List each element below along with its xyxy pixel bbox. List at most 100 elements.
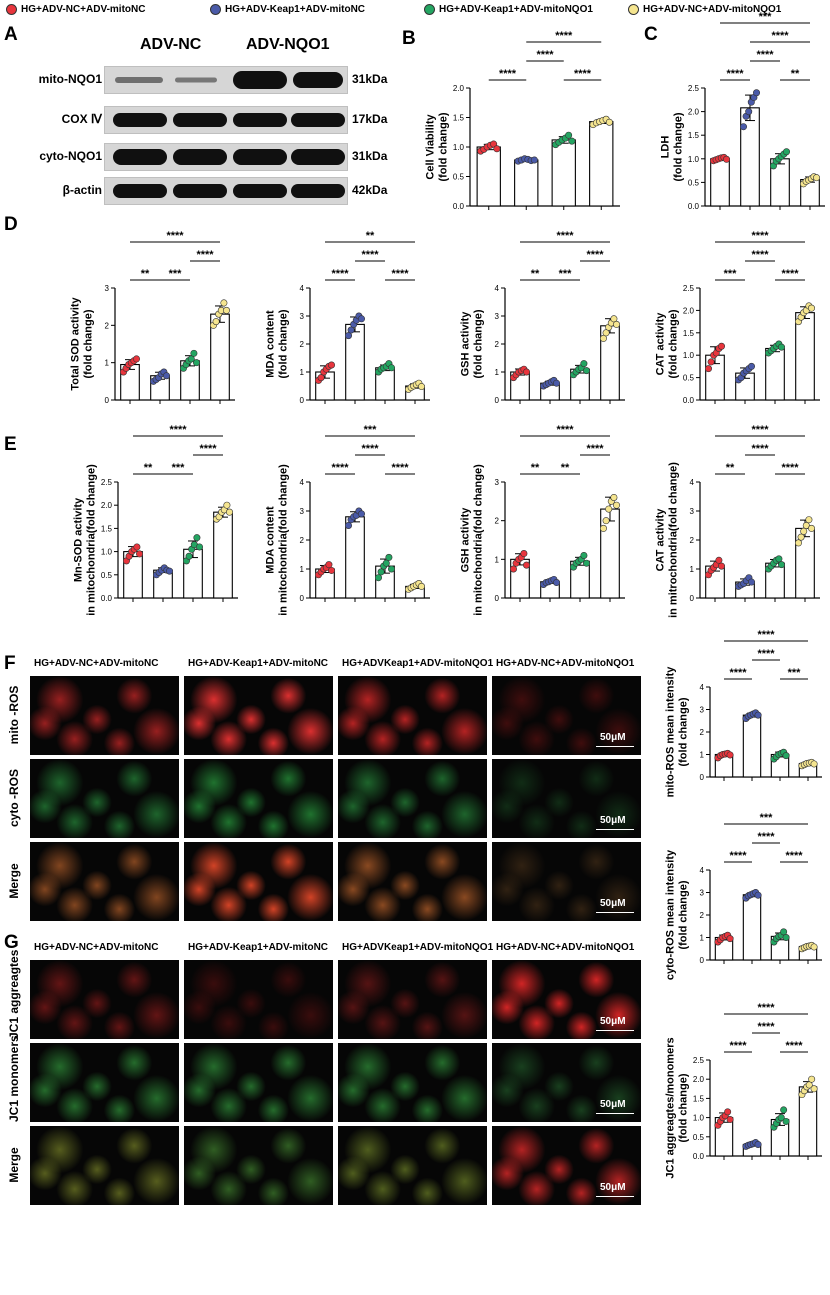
y-tick-label: 4 [700, 866, 705, 875]
group-legend: HG+ADV-NC+ADV-mitoNC HG+ADV-Keap1+ADV-mi… [0, 4, 830, 24]
blot-header-adv-nqo1: ADV-NQO1 [246, 36, 330, 53]
data-point [613, 501, 621, 509]
data-point [358, 315, 366, 323]
data-point [782, 934, 790, 942]
y-axis-label-line: GSH activity [460, 507, 472, 573]
y-axis-label-line: (fold change) [473, 309, 485, 378]
data-point [754, 891, 762, 899]
data-point [190, 349, 198, 357]
blot-kda-label: 42kDa [352, 183, 388, 197]
legend-item-1: HG+ADV-NC+ADV-mitoNC [6, 4, 145, 15]
y-tick-label: 0.5 [683, 374, 695, 383]
y-tick-label: 3 [300, 507, 305, 516]
micro-column-label: HG+ADV-Keap1+ADV-mitoNC [188, 658, 329, 669]
data-point [599, 334, 607, 342]
data-point [377, 568, 385, 576]
data-point [775, 555, 783, 563]
significance-label: **** [536, 49, 554, 61]
micro-image-tile [30, 1126, 179, 1205]
y-tick-label: 1.5 [688, 131, 700, 140]
data-point [810, 1085, 818, 1093]
data-point [523, 561, 531, 569]
data-point [610, 493, 618, 501]
data-point [802, 522, 810, 530]
data-point [388, 565, 396, 573]
scale-bar [596, 1113, 634, 1114]
data-point [778, 343, 786, 351]
significance-label: **** [771, 30, 789, 42]
y-axis-label-line: in mitrochondria(fold change) [668, 462, 680, 618]
significance-label: **** [361, 443, 379, 455]
blot-band [173, 149, 227, 165]
data-point [726, 935, 734, 943]
y-tick-label: 1.0 [693, 1114, 705, 1123]
chart-f2: 0 1 2 3 4 cyto-ROS mean intensity (fold change… [665, 812, 822, 980]
y-tick-label: 2 [700, 728, 705, 737]
data-point [193, 359, 201, 367]
y-tick-label: 0 [690, 594, 695, 603]
data-point [530, 156, 538, 164]
data-point [583, 559, 591, 567]
data-point [347, 326, 355, 334]
data-point [723, 155, 731, 163]
y-tick-label: 1.5 [101, 524, 113, 533]
scale-bar-label: 50μM [600, 815, 626, 826]
y-axis-label-line: Cell Viability [425, 114, 437, 180]
data-point [605, 118, 613, 126]
micro-column-label: HG+ADVKeap1+ADV-mitoNQO1 [342, 942, 494, 953]
significance-label: **** [556, 230, 574, 242]
y-axis-label: GSH activity in mitochondria(fold change) [460, 464, 485, 616]
data-point [748, 578, 756, 586]
data-point [777, 1114, 785, 1122]
blot-band [113, 184, 167, 198]
significance-label: ** [531, 268, 540, 280]
y-tick-label: 0.0 [683, 396, 695, 405]
blot-row-label: COX Ⅳ [61, 112, 102, 126]
micro-row-label: Merge [7, 1147, 21, 1183]
blot-row-label: cyto-NQO1 [39, 149, 102, 163]
y-tick-label: 2 [495, 340, 500, 349]
legend-label-1: HG+ADV-NC+ADV-mitoNC [21, 4, 146, 15]
y-tick-label: 2.0 [693, 1075, 705, 1084]
legend-dot-blue-icon [210, 4, 221, 15]
data-point [780, 1106, 788, 1114]
y-tick-label: 2 [105, 321, 110, 330]
significance-label: ** [144, 462, 153, 474]
data-point [328, 361, 336, 369]
y-tick-label: 2.5 [693, 1056, 705, 1065]
data-point [133, 355, 141, 363]
micro-image-tile [30, 759, 179, 838]
y-tick-label: 0.0 [453, 202, 465, 211]
significance-label: *** [169, 268, 183, 280]
y-axis-label-line: (fold change) [278, 309, 290, 378]
data-point [133, 543, 141, 551]
micro-column-label: HG+ADV-NC+ADV-mitoNC [34, 942, 159, 953]
y-tick-label: 1.0 [688, 155, 700, 164]
chart-e2: 0 1 2 3 4 MDA content in mitochondria(fold cha… [265, 424, 430, 616]
y-axis-label-line: MDA content [265, 506, 277, 574]
micro-image-tile [492, 960, 641, 1039]
y-tick-label: 3 [105, 284, 110, 293]
data-point [520, 550, 528, 558]
data-point [808, 524, 816, 532]
micro-image-tile [492, 1126, 641, 1205]
micro-image-tile [184, 759, 333, 838]
scale-bar [596, 746, 634, 747]
blot-band [115, 77, 163, 83]
data-point [813, 174, 821, 182]
significance-label: *** [760, 812, 774, 824]
significance-label: **** [757, 1002, 775, 1014]
y-tick-label: 4 [300, 284, 305, 293]
y-axis-label: mito-ROS mean intensity (fold change) [665, 666, 690, 798]
significance-label: ** [726, 462, 735, 474]
significance-label: **** [166, 230, 184, 242]
data-point [782, 752, 790, 760]
y-tick-label: 0 [700, 956, 705, 965]
micro-image-tile [338, 676, 487, 755]
y-tick-label: 1 [495, 368, 500, 377]
micro-image-tile [30, 676, 179, 755]
data-point [808, 1075, 816, 1083]
data-point [810, 760, 818, 768]
